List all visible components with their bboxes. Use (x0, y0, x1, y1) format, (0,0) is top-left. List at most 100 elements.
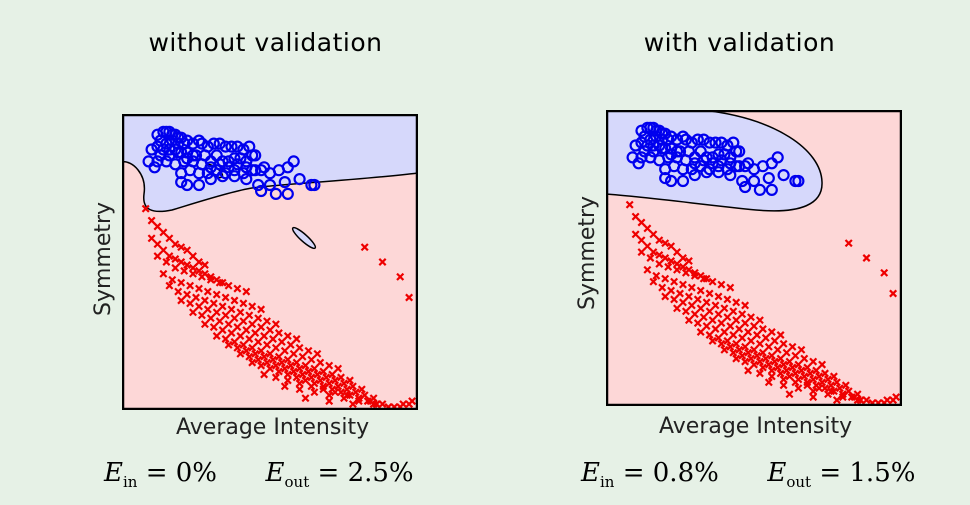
data-point-cross (776, 331, 785, 339)
data-point-cross (815, 384, 824, 393)
data-point-cross (664, 262, 673, 271)
data-point-cross (658, 283, 667, 292)
data-point-cross (310, 388, 319, 397)
data-point-cross (782, 366, 791, 375)
data-point-cross (159, 228, 168, 237)
data-point-cross (711, 325, 720, 333)
data-point-cross (661, 292, 670, 301)
data-point-circle (691, 133, 704, 146)
data-point-cross (770, 336, 779, 345)
data-point-cross (257, 361, 266, 370)
data-point-cross (295, 385, 304, 394)
data-point-cross (340, 379, 348, 388)
x-axis-label: Average Intensity (176, 415, 370, 440)
data-point-cross (147, 216, 156, 225)
data-point-cross (310, 364, 319, 373)
scatter-plot-without-validation (122, 114, 418, 410)
data-point-cross (257, 305, 266, 314)
data-point-cross (761, 333, 770, 342)
data-point-cross (195, 258, 203, 266)
data-point-cross (785, 390, 794, 399)
data-point-circle (730, 145, 743, 158)
data-point-cross (212, 308, 221, 317)
data-point-cross (738, 333, 747, 342)
data-point-circle (287, 155, 300, 168)
data-point-cross (806, 369, 815, 378)
data-point-circle (240, 172, 253, 186)
data-point-cross (889, 396, 898, 405)
data-point-circle (246, 164, 259, 177)
data-point-cross (744, 348, 753, 357)
e-out-label: out (786, 473, 812, 492)
data-point-cross (186, 281, 195, 290)
data-point-cross (257, 323, 266, 332)
data-point-circle (679, 133, 693, 146)
data-point-cross (726, 342, 735, 351)
data-point-cross (280, 382, 289, 391)
data-point-circle (180, 178, 194, 192)
error-summary: Ein = 0% Eout = 2.5% (104, 458, 414, 492)
data-point-cross (263, 317, 271, 326)
data-point-cross (242, 287, 251, 296)
data-point-cross (224, 320, 233, 329)
data-point-cross (307, 382, 316, 391)
data-point-circle (263, 178, 277, 192)
data-point-cross (788, 342, 797, 351)
data-point-circle (676, 174, 690, 188)
data-point-cross (266, 326, 274, 335)
data-point-cross (791, 369, 800, 378)
crosses-layer (141, 204, 417, 410)
data-point-cross (195, 266, 203, 275)
data-point-circle (712, 166, 725, 179)
data-point-cross (325, 379, 334, 388)
data-point-cross (785, 372, 794, 381)
data-point-circle (228, 152, 241, 165)
data-point-cross (702, 298, 711, 307)
data-point-cross (186, 299, 195, 308)
data-point-cross (274, 352, 283, 361)
data-point-cross (153, 252, 162, 261)
data-point-cross (652, 271, 661, 280)
data-point-circle (762, 171, 775, 185)
data-point-cross (266, 349, 274, 358)
data-point-circle (688, 168, 701, 182)
data-point-circle (662, 151, 675, 164)
data-point-cross (304, 367, 313, 376)
data-point-cross (319, 367, 328, 376)
data-point-cross (248, 343, 257, 352)
data-point-cross (791, 378, 800, 387)
data-point-cross (283, 355, 292, 364)
data-point-cross (637, 236, 646, 245)
data-point-circle (676, 163, 690, 176)
data-point-cross (337, 388, 345, 397)
data-point-cross (269, 335, 277, 343)
data-point-cross (643, 224, 652, 233)
data-point-cross (266, 364, 274, 373)
circles-layer (142, 125, 321, 201)
data-point-cross (679, 254, 687, 262)
data-point-cross (153, 222, 162, 231)
data-point-cross (655, 236, 664, 245)
plot-frame (606, 110, 902, 406)
data-point-cross (277, 358, 286, 367)
data-point-cross (251, 329, 260, 337)
data-point-cross (705, 307, 714, 316)
data-point-cross (773, 363, 782, 372)
data-point-circle (724, 168, 737, 182)
data-point-cross (770, 357, 779, 366)
data-point-cross (378, 258, 387, 266)
chart-title: without validation (148, 28, 383, 57)
chart-title: with validation (643, 28, 836, 57)
data-point-cross (767, 372, 776, 381)
data-point-cross (301, 394, 310, 403)
data-point-cross (776, 369, 785, 378)
data-point-cross (254, 337, 263, 346)
data-point-cross (625, 200, 634, 209)
data-point-cross (212, 332, 221, 340)
data-point-circle (293, 172, 306, 186)
data-point-cross (159, 269, 168, 278)
data-point-circle (730, 160, 743, 173)
data-point-cross (699, 274, 708, 283)
data-point-cross (681, 307, 690, 316)
data-point-cross (631, 212, 640, 221)
